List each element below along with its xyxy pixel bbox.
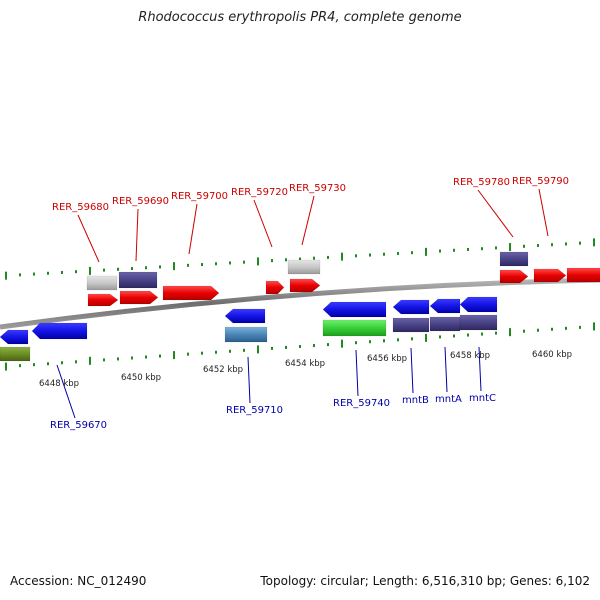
reverse-gene-label[interactable]: mntA (435, 394, 462, 405)
genome-summary-text: Topology: circular; Length: 6,516,310 bp… (260, 574, 590, 588)
forward-label-leader (301, 195, 315, 246)
forward-label-leader (538, 188, 549, 237)
reverse-label-leader (444, 346, 448, 393)
forward-gene-arrow[interactable] (533, 268, 567, 283)
forward-gene-label[interactable]: RER_59700 (171, 191, 228, 202)
accession-text: Accession: NC_012490 (10, 574, 147, 588)
reverse-gene-arrow[interactable] (392, 299, 430, 315)
gene-feature-block[interactable] (86, 275, 118, 291)
scale-label: 6458 kbp (450, 351, 490, 361)
gene-feature-block[interactable] (429, 316, 461, 332)
forward-gene-label[interactable]: RER_59790 (512, 176, 569, 187)
reverse-gene-arrow[interactable] (31, 322, 88, 340)
scale-label: 6452 kbp (203, 365, 243, 375)
forward-label-leader (135, 208, 139, 262)
forward-gene-label[interactable]: RER_59680 (52, 202, 109, 213)
forward-label-leader (188, 203, 198, 255)
forward-gene-label[interactable]: RER_59780 (453, 177, 510, 188)
gene-feature-block[interactable] (322, 319, 387, 337)
gene-feature-block[interactable] (287, 259, 321, 275)
reverse-label-leader (56, 364, 76, 419)
gene-feature-block[interactable] (224, 326, 268, 343)
reverse-gene-arrow[interactable] (0, 329, 29, 345)
forward-gene-arrow[interactable] (162, 285, 220, 301)
reverse-gene-arrow[interactable] (429, 298, 461, 314)
forward-label-leader (253, 199, 273, 248)
reverse-label-leader (247, 356, 251, 404)
reverse-gene-label[interactable]: mntC (469, 393, 496, 404)
map-title: Rhodococcus erythropolis PR4, complete g… (138, 10, 462, 25)
reverse-gene-label[interactable]: RER_59710 (226, 405, 283, 416)
forward-gene-arrow[interactable] (265, 280, 285, 295)
forward-gene-label[interactable]: RER_59690 (112, 196, 169, 207)
gene-feature-block[interactable] (118, 271, 158, 289)
gene-feature-block[interactable] (459, 314, 498, 331)
reverse-label-leader (355, 349, 359, 397)
scale-label: 6448 kbp (39, 379, 79, 389)
scale-label: 6450 kbp (121, 373, 161, 383)
gene-feature-block[interactable] (0, 346, 31, 362)
forward-gene-arrow[interactable] (87, 293, 119, 307)
reverse-ruler-ticks (5, 322, 595, 371)
reverse-gene-label[interactable]: mntB (402, 395, 429, 406)
reverse-gene-arrow[interactable] (224, 308, 266, 324)
reverse-gene-arrow[interactable] (322, 301, 387, 318)
label-leaders (56, 188, 549, 419)
reverse-label-leader (478, 346, 482, 392)
forward-label-leader (77, 214, 100, 263)
forward-gene-arrow[interactable] (289, 278, 321, 293)
gene-feature-block[interactable] (566, 267, 600, 283)
forward-label-leader (477, 189, 514, 238)
gene-feature-block[interactable] (499, 251, 529, 267)
gene-feature-block[interactable] (392, 317, 430, 333)
scale-label: 6454 kbp (285, 359, 325, 369)
reverse-label-leader (410, 347, 414, 394)
forward-gene-label[interactable]: RER_59720 (231, 187, 288, 198)
scale-label: 6460 kbp (532, 350, 572, 360)
forward-gene-arrow[interactable] (119, 290, 159, 305)
forward-gene-arrow[interactable] (499, 269, 529, 284)
gene-features (0, 251, 600, 362)
scale-labels: 6448 kbp 6450 kbp 6452 kbp 6454 kbp 6456 kbp… (39, 350, 572, 389)
forward-gene-label[interactable]: RER_59730 (289, 183, 346, 194)
reverse-gene-arrow[interactable] (459, 296, 498, 313)
reverse-gene-label[interactable]: RER_59670 (50, 420, 107, 431)
scale-label: 6456 kbp (367, 354, 407, 364)
reverse-gene-label[interactable]: RER_59740 (333, 398, 390, 409)
